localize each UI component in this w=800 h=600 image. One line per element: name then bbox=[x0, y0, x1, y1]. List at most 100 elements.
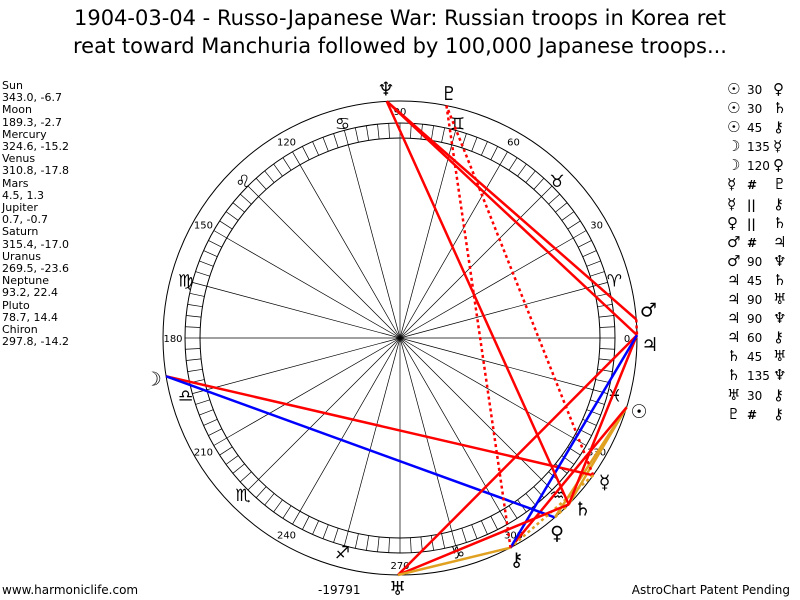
zodiac-sign-glyph: ♌ bbox=[235, 172, 250, 192]
ring-tick bbox=[366, 125, 370, 141]
aspect-row: ♄ 135 ♆ bbox=[727, 366, 793, 385]
planet-glyph: ♄ bbox=[773, 270, 787, 289]
ring-tick bbox=[282, 505, 292, 519]
ring-tick bbox=[586, 260, 601, 267]
ring-tick bbox=[213, 230, 227, 239]
aspect-line bbox=[397, 503, 570, 577]
planet-name: Moon bbox=[2, 103, 32, 117]
ring-tick bbox=[195, 271, 210, 277]
planet-glyph: ♃ bbox=[727, 290, 741, 309]
aspect-row: ☽ 120 ♀ bbox=[727, 156, 793, 175]
ring-tick bbox=[208, 428, 222, 436]
ring-tick bbox=[239, 193, 252, 205]
ring-tick bbox=[273, 499, 283, 513]
planet-glyph: ♇ bbox=[727, 404, 741, 423]
planet-name: Jupiter bbox=[2, 201, 38, 215]
ring-tick bbox=[187, 368, 203, 372]
planet-glyph: ♂ bbox=[727, 232, 741, 251]
aspect-row: ♃ 60 ⚷ bbox=[727, 328, 793, 347]
planet-glyph: ♀ bbox=[727, 213, 738, 232]
ring-tick bbox=[255, 486, 267, 499]
ring-tick bbox=[302, 146, 310, 160]
ring-tick bbox=[430, 125, 434, 141]
ring-tick bbox=[471, 137, 478, 152]
planet-coords: 269.5, -23.6 bbox=[2, 262, 69, 276]
planet-coords: 343.0, -6.7 bbox=[2, 91, 62, 105]
aspect-line bbox=[397, 334, 638, 576]
zodiac-sign-glyph: ♋ bbox=[335, 115, 350, 135]
ring-tick bbox=[322, 524, 329, 539]
ring-tick bbox=[567, 220, 581, 230]
radial-line bbox=[299, 337, 401, 512]
aspect-line bbox=[567, 334, 639, 505]
ring-tick bbox=[239, 471, 252, 483]
zodiac-sign-glyph: ♊ bbox=[450, 115, 465, 135]
ring-tick bbox=[525, 170, 536, 183]
planet-glyph: ♂ bbox=[727, 251, 741, 270]
aspect-row: ♇ # ⚷ bbox=[727, 405, 793, 424]
ring-tick bbox=[322, 137, 329, 152]
aspect-type: # bbox=[747, 407, 758, 422]
aspect-type: 120 bbox=[747, 159, 770, 174]
aspect-type: # bbox=[747, 235, 758, 250]
website-link[interactable]: www.harmoniclife.com bbox=[2, 583, 139, 597]
degree-label: 60 bbox=[507, 137, 520, 148]
planet-glyph-moon: ☽ bbox=[145, 368, 162, 390]
ring-tick bbox=[282, 157, 292, 171]
ring-tick bbox=[232, 202, 245, 213]
ring-tick bbox=[578, 240, 592, 248]
radial-line bbox=[226, 237, 401, 339]
planet-glyph-sun: ☉ bbox=[631, 401, 648, 423]
planet-glyph-pluto: ♇ bbox=[440, 83, 457, 105]
planet-glyph: ♅ bbox=[727, 385, 741, 404]
radial-line bbox=[399, 164, 501, 339]
planet-glyph: ⚷ bbox=[773, 194, 784, 213]
aspect-type: 30 bbox=[747, 388, 763, 403]
ring-tick bbox=[344, 130, 349, 145]
ring-tick bbox=[508, 505, 518, 519]
radial-line bbox=[206, 337, 401, 391]
ring-tick bbox=[192, 282, 207, 287]
ring-tick bbox=[219, 220, 233, 230]
ring-tick bbox=[186, 315, 202, 318]
radial-line bbox=[226, 337, 401, 439]
ring-tick bbox=[525, 493, 536, 506]
ring-tick bbox=[203, 250, 218, 257]
zodiac-sign-glyph: ♐ bbox=[335, 543, 350, 563]
ring-tick bbox=[471, 524, 478, 539]
planet-glyph: ♆ bbox=[773, 309, 787, 328]
ring-tick bbox=[586, 409, 601, 416]
ring-tick bbox=[441, 127, 446, 143]
degree-label: 30 bbox=[590, 221, 603, 232]
planet-glyph: ☉ bbox=[727, 99, 741, 118]
ring-tick bbox=[388, 123, 390, 139]
aspect-row: ♀ || ♄ bbox=[727, 214, 793, 233]
radial-line bbox=[399, 337, 594, 391]
planet-name: Saturn bbox=[2, 225, 39, 239]
planet-glyph: ☉ bbox=[727, 80, 741, 98]
planet-glyph-mercury: ☿ bbox=[599, 472, 611, 494]
aspect-type: 90 bbox=[747, 312, 763, 327]
ring-tick bbox=[573, 230, 587, 239]
ring-tick bbox=[199, 409, 214, 416]
ring-tick bbox=[481, 141, 488, 156]
planet-coords: 297.8, -14.2 bbox=[2, 335, 69, 349]
ring-tick bbox=[590, 271, 605, 277]
planet-glyph: ♆ bbox=[773, 251, 787, 270]
planet-glyph: ⚷ bbox=[773, 404, 784, 423]
aspect-row: ☉ 30 ♀ bbox=[727, 80, 793, 99]
aspect-row: ♃ 90 ♅ bbox=[727, 290, 793, 309]
ring-tick bbox=[377, 536, 380, 552]
degree-label: 210 bbox=[194, 448, 213, 459]
ring-tick bbox=[273, 163, 283, 177]
ring-tick bbox=[354, 127, 359, 143]
planet-glyph: ♀ bbox=[773, 80, 784, 98]
planet-glyph: ⚷ bbox=[773, 385, 784, 404]
ring-tick bbox=[187, 304, 203, 308]
aspect-row: ☽ 135 ☿ bbox=[727, 137, 793, 156]
zodiac-sign-glyph: ♒ bbox=[549, 486, 564, 506]
ring-tick bbox=[517, 163, 527, 177]
ring-tick bbox=[264, 493, 275, 506]
ring-tick bbox=[302, 516, 310, 530]
planet-name: Uranus bbox=[2, 249, 41, 263]
